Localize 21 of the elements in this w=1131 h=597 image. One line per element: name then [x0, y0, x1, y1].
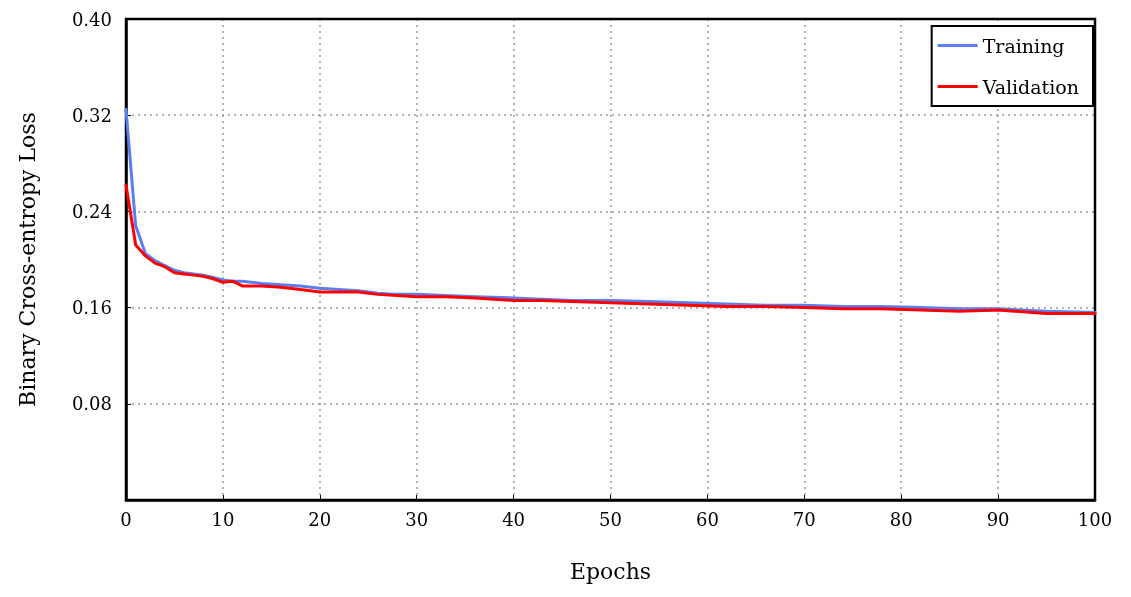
x-tick-label: 90 — [986, 508, 1010, 530]
legend-label: Training — [982, 34, 1065, 57]
x-tick-label: 70 — [792, 508, 816, 530]
y-tick-label: 0.32 — [71, 104, 112, 126]
y-axis-title: Binary Cross-entropy Loss — [14, 112, 40, 407]
x-tick-label: 60 — [695, 508, 719, 530]
line-series — [124, 183, 1097, 316]
x-tick-label: 0 — [120, 508, 132, 530]
y-tick-label: 0.16 — [71, 297, 112, 319]
x-tick-label: 100 — [1077, 508, 1113, 530]
y-tick-label: 0.08 — [71, 393, 112, 415]
x-tick-label: 30 — [405, 508, 429, 530]
x-tick-label: 80 — [889, 508, 913, 530]
x-tick-label: 20 — [308, 508, 332, 530]
y-tick-label: 0.40 — [71, 8, 112, 30]
x-axis-title: Epochs — [569, 558, 652, 584]
y-tick-label: 0.24 — [71, 200, 112, 222]
x-tick-label: 40 — [502, 508, 526, 530]
x-tick-label: 50 — [599, 508, 622, 530]
legend-label: Validation — [981, 75, 1080, 98]
x-tick-label: 10 — [211, 508, 235, 530]
